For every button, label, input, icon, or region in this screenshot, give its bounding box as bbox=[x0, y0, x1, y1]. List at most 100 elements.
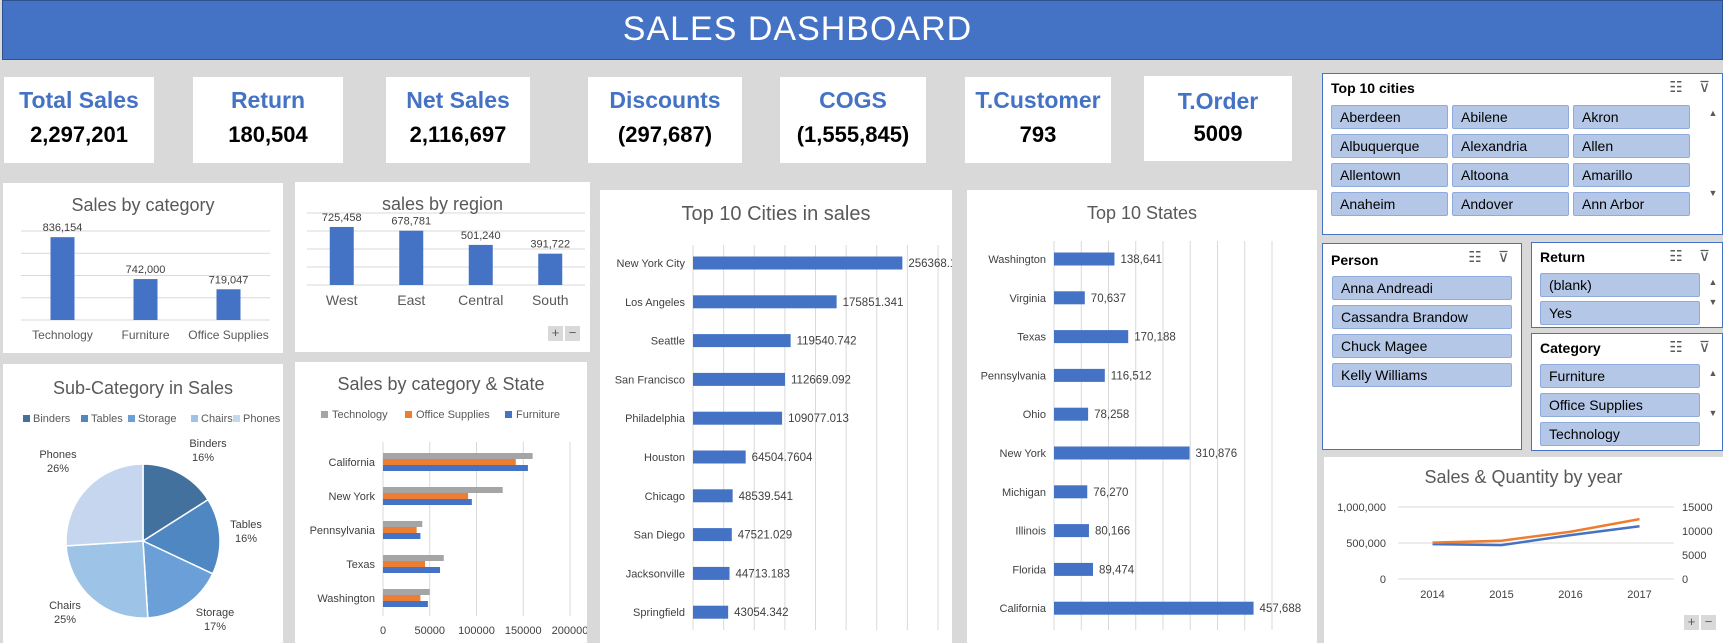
person-chip-kelly-williams[interactable]: Kelly Williams bbox=[1332, 363, 1512, 387]
category-label: Pennsylvania bbox=[981, 370, 1047, 382]
category-chip-furniture[interactable]: Furniture bbox=[1540, 364, 1700, 388]
legend-swatch bbox=[128, 415, 135, 422]
slicer-title: Person bbox=[1331, 252, 1379, 268]
minus-icon[interactable]: − bbox=[1701, 615, 1716, 630]
city-chip-andover[interactable]: Andover bbox=[1452, 192, 1569, 216]
sales-by-category-chart[interactable]: Sales by category 836,154 Technology 742,0… bbox=[3, 183, 283, 353]
slice-name-label: Tables bbox=[230, 519, 262, 531]
city-chip-alexandria[interactable]: Alexandria bbox=[1452, 134, 1569, 158]
scrollbar[interactable]: ▲ ▼ bbox=[1708, 368, 1718, 418]
slicer-return[interactable]: Return ☷ ⊽ (blank) Yes ▲ ▼ bbox=[1531, 242, 1723, 328]
multi-select-icon[interactable]: ☷ ⊽ bbox=[1669, 248, 1716, 265]
kpi-label: T.Order bbox=[1177, 88, 1259, 114]
category-label: Washington bbox=[988, 254, 1046, 266]
bar-office-supplies bbox=[383, 561, 426, 567]
kpi-card-total-sales: Total Sales 2,297,201 bbox=[4, 77, 154, 163]
category-chip-office-supplies[interactable]: Office Supplies bbox=[1540, 393, 1700, 417]
expand-collapse-buttons[interactable]: + − bbox=[1684, 615, 1716, 630]
slicer-person[interactable]: Person ☷ ⊽ Anna Andreadi Cassandra Brando… bbox=[1322, 243, 1522, 450]
slicer-title: Return bbox=[1540, 249, 1586, 265]
city-chip-akron[interactable]: Akron bbox=[1573, 105, 1690, 129]
city-chip-allen[interactable]: Allen bbox=[1573, 134, 1690, 158]
bar-illinois bbox=[1054, 524, 1089, 538]
category-label: Florida bbox=[1012, 564, 1047, 576]
data-label: 47521.029 bbox=[738, 530, 792, 542]
slicer-category[interactable]: Category ☷ ⊽ Furniture Office Supplies Tec… bbox=[1531, 333, 1723, 451]
city-chip-ann-arbor[interactable]: Ann Arbor bbox=[1573, 192, 1690, 216]
right-axis-tick: 15000 bbox=[1682, 502, 1713, 514]
legend-entry: Storage bbox=[138, 413, 177, 425]
pie-slice-chairs bbox=[65, 540, 149, 619]
chart-title: Sales by category & State bbox=[337, 374, 545, 394]
bar-jacksonville bbox=[693, 566, 730, 580]
city-chip-amarillo[interactable]: Amarillo bbox=[1573, 163, 1690, 187]
legend-entry: Chairs bbox=[201, 413, 233, 425]
category-label: San Diego bbox=[634, 530, 685, 542]
category-label: Los Angeles bbox=[625, 297, 685, 309]
category-label: Illinois bbox=[1015, 526, 1046, 538]
bar-new-york-city bbox=[693, 256, 903, 270]
bar-furniture bbox=[383, 601, 428, 607]
data-label: 80,166 bbox=[1095, 526, 1130, 538]
sales-by-region-chart[interactable]: sales by region 725,458 West 678,781 East 50… bbox=[295, 182, 590, 352]
data-label: 78,258 bbox=[1094, 409, 1129, 421]
category-label: Philadelphia bbox=[625, 413, 686, 425]
legend-entry: Office Supplies bbox=[416, 409, 490, 421]
category-state-chart[interactable]: Sales by category & State Technology Offi… bbox=[295, 362, 588, 643]
kpi-label: Return bbox=[230, 87, 306, 113]
kpi-card-customers: T.Customer 793 bbox=[965, 77, 1111, 163]
bar-florida bbox=[1054, 562, 1094, 576]
city-chip-abilene[interactable]: Abilene bbox=[1452, 105, 1569, 129]
minus-icon[interactable]: − bbox=[565, 326, 580, 341]
category-label: East bbox=[397, 292, 425, 308]
sales-quantity-by-year-chart[interactable]: Sales & Quantity by year 1,000,000 500,00… bbox=[1324, 457, 1723, 643]
bar-springfield bbox=[693, 605, 729, 619]
category-chip-technology[interactable]: Technology bbox=[1540, 422, 1700, 446]
kpi-value: 793 bbox=[1019, 122, 1057, 147]
bar-philadelphia bbox=[693, 411, 783, 425]
kpi-card-orders: T.Order 5009 bbox=[1144, 76, 1292, 161]
bar-east bbox=[399, 230, 424, 285]
plus-icon[interactable]: + bbox=[548, 326, 563, 341]
person-chip-chuck-magee[interactable]: Chuck Magee bbox=[1332, 334, 1512, 358]
kpi-label: Net Sales bbox=[406, 87, 510, 113]
expand-collapse-buttons[interactable]: + − bbox=[548, 326, 580, 341]
chart-title: Sub-Category in Sales bbox=[52, 378, 234, 398]
scrollbar[interactable]: ▲ ▼ bbox=[1708, 108, 1718, 198]
top10-cities-chart[interactable]: Top 10 Cities in sales New York City 2563… bbox=[600, 190, 969, 643]
category-label: Texas bbox=[346, 559, 375, 571]
person-chip-cassandra-brandow[interactable]: Cassandra Brandow bbox=[1332, 305, 1512, 329]
legend-entry: Furniture bbox=[516, 409, 560, 421]
bar-technology bbox=[383, 521, 423, 527]
city-chip-aberdeen[interactable]: Aberdeen bbox=[1331, 105, 1448, 129]
slice-percent-label: 16% bbox=[235, 533, 257, 545]
plus-icon[interactable]: + bbox=[1684, 615, 1699, 630]
bar-office-supplies bbox=[383, 493, 469, 499]
multi-select-icon[interactable]: ☷ ⊽ bbox=[1669, 79, 1716, 96]
sub-category-chart[interactable]: Sub-Category in Sales Binders Tables Stora… bbox=[3, 364, 283, 643]
city-chip-allentown[interactable]: Allentown bbox=[1331, 163, 1448, 187]
category-label: Furniture bbox=[121, 328, 169, 342]
slicer-top10-cities[interactable]: Top 10 cities ☷ ⊽ Aberdeen Abilene Akron Al… bbox=[1322, 73, 1723, 235]
return-chip-yes[interactable]: Yes bbox=[1540, 301, 1700, 325]
slice-percent-label: 16% bbox=[192, 452, 214, 464]
legend-swatch bbox=[191, 415, 198, 422]
top10-states-chart[interactable]: Top 10 States Washington 138,641 Virginia 7… bbox=[967, 190, 1317, 643]
scrollbar[interactable]: ▲ ▼ bbox=[1708, 277, 1718, 307]
person-chip-anna-andreadi[interactable]: Anna Andreadi bbox=[1332, 276, 1512, 300]
city-chip-altoona[interactable]: Altoona bbox=[1452, 163, 1569, 187]
city-chip-albuquerque[interactable]: Albuquerque bbox=[1331, 134, 1448, 158]
bar-technology bbox=[383, 555, 444, 561]
city-chip-anaheim[interactable]: Anaheim bbox=[1331, 192, 1448, 216]
legend-entry: Phones bbox=[243, 413, 281, 425]
multi-select-icon[interactable]: ☷ ⊽ bbox=[1468, 249, 1515, 266]
data-label: 310,876 bbox=[1196, 448, 1238, 460]
category-label: Office Supplies bbox=[188, 328, 269, 342]
return-chip-blank[interactable]: (blank) bbox=[1540, 273, 1700, 297]
multi-select-icon[interactable]: ☷ ⊽ bbox=[1669, 339, 1716, 356]
tick-label: 150000 bbox=[505, 625, 542, 637]
legend-swatch bbox=[321, 411, 328, 418]
chart-title: Top 10 Cities in sales bbox=[681, 203, 871, 225]
category-label: Springfield bbox=[633, 607, 685, 619]
bar-california bbox=[1054, 601, 1254, 615]
